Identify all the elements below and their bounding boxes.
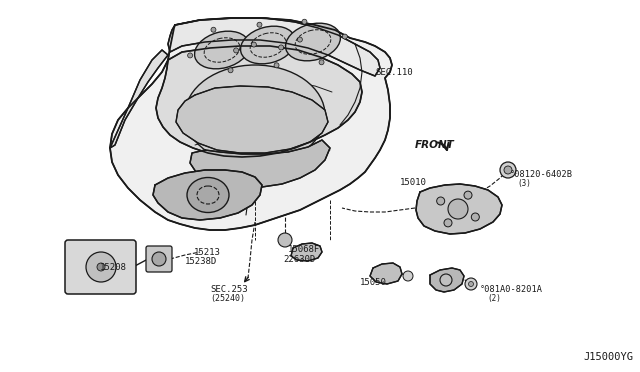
Text: (2): (2) <box>487 294 501 303</box>
Circle shape <box>188 53 193 58</box>
Circle shape <box>464 191 472 199</box>
Circle shape <box>86 252 116 282</box>
Circle shape <box>252 42 257 47</box>
Text: SEC.253: SEC.253 <box>210 285 248 294</box>
Ellipse shape <box>195 31 250 69</box>
Text: 15050: 15050 <box>360 278 387 287</box>
Text: 15010: 15010 <box>400 178 427 187</box>
Circle shape <box>274 63 279 68</box>
Circle shape <box>448 199 468 219</box>
Circle shape <box>500 162 516 178</box>
Text: (25240): (25240) <box>210 294 245 303</box>
Text: SEC.110: SEC.110 <box>375 68 413 77</box>
Circle shape <box>436 197 445 205</box>
Text: 22630D: 22630D <box>283 255 316 264</box>
Circle shape <box>468 282 474 286</box>
Polygon shape <box>110 50 168 148</box>
Circle shape <box>444 219 452 227</box>
Text: 15068F: 15068F <box>288 245 320 254</box>
Polygon shape <box>291 243 322 261</box>
Polygon shape <box>176 86 328 153</box>
Polygon shape <box>156 46 362 157</box>
Text: FRONT: FRONT <box>415 140 455 150</box>
Circle shape <box>319 60 324 65</box>
Circle shape <box>257 22 262 27</box>
Circle shape <box>298 37 302 42</box>
Text: °081A0-8201A: °081A0-8201A <box>480 285 543 294</box>
Text: 15213: 15213 <box>194 248 221 257</box>
Text: °08120-6402B: °08120-6402B <box>510 170 573 179</box>
Text: 15208: 15208 <box>100 263 127 272</box>
Polygon shape <box>153 170 262 220</box>
Circle shape <box>234 48 239 53</box>
Polygon shape <box>168 18 380 76</box>
FancyBboxPatch shape <box>146 246 172 272</box>
Ellipse shape <box>285 23 340 61</box>
Circle shape <box>302 19 307 24</box>
Text: J15000YG: J15000YG <box>583 352 633 362</box>
Polygon shape <box>430 268 464 292</box>
Circle shape <box>278 233 292 247</box>
Ellipse shape <box>187 177 229 212</box>
Circle shape <box>342 34 348 39</box>
Circle shape <box>97 263 105 271</box>
Circle shape <box>440 274 452 286</box>
Circle shape <box>152 252 166 266</box>
Circle shape <box>278 45 284 50</box>
FancyBboxPatch shape <box>65 240 136 294</box>
Circle shape <box>465 278 477 290</box>
Circle shape <box>228 68 233 73</box>
Circle shape <box>504 166 512 174</box>
Circle shape <box>211 27 216 32</box>
Polygon shape <box>190 140 330 187</box>
Circle shape <box>403 271 413 281</box>
Circle shape <box>471 213 479 221</box>
Ellipse shape <box>241 26 296 64</box>
Ellipse shape <box>185 65 325 165</box>
Polygon shape <box>370 263 402 284</box>
Text: 15238D: 15238D <box>185 257 217 266</box>
Text: (3): (3) <box>517 179 531 188</box>
Polygon shape <box>416 184 502 234</box>
Polygon shape <box>110 18 392 230</box>
